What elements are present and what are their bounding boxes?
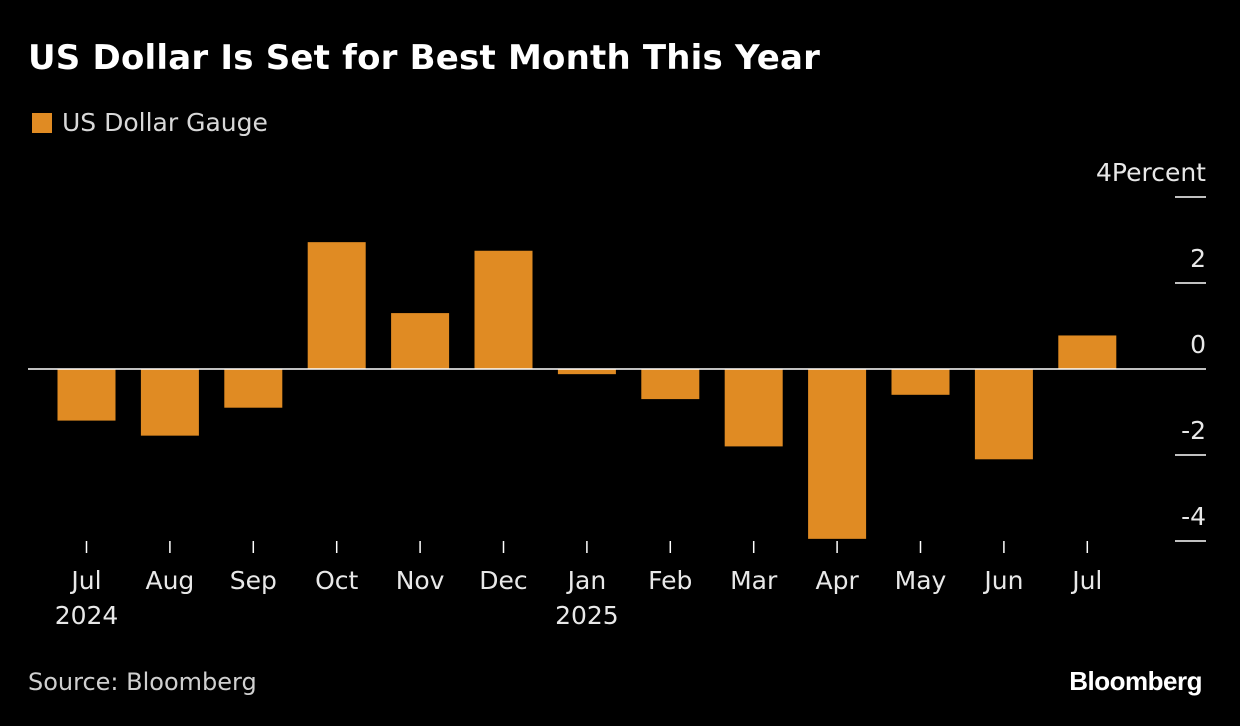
bar-jul-0 [57, 369, 116, 421]
bar-may-10 [891, 369, 950, 395]
bar-nov-4 [391, 313, 450, 369]
x-tick-label: Jul [69, 566, 101, 595]
bar-jul-12 [1058, 335, 1117, 369]
x-year-label: 2025 [555, 601, 619, 630]
x-tick-label: Feb [648, 566, 692, 595]
source-note: Source: Bloomberg [28, 668, 257, 696]
x-tick-label: Jul [1070, 566, 1102, 595]
bloomberg-logo: Bloomberg [1069, 666, 1202, 696]
x-tick-label: Sep [230, 566, 277, 595]
bar-oct-3 [307, 242, 366, 369]
x-tick-label: May [895, 566, 947, 595]
y-tick-label: 0 [1190, 330, 1206, 359]
legend-swatch [32, 112, 52, 133]
bar-aug-1 [140, 369, 199, 436]
y-tick-label: 2 [1190, 244, 1206, 273]
y-tick-label: 4Percent [1096, 158, 1206, 187]
y-tick-label: -4 [1181, 502, 1206, 531]
x-tick-label: Aug [145, 566, 194, 595]
y-tick-label: -2 [1181, 416, 1206, 445]
chart-title: US Dollar Is Set for Best Month This Yea… [28, 38, 821, 78]
x-tick-label: Nov [396, 566, 445, 595]
x-year-label: 2024 [55, 601, 119, 630]
bar-dec-5 [474, 250, 533, 369]
bar-jan-6 [557, 369, 616, 375]
legend-label: US Dollar Gauge [62, 108, 268, 137]
x-tick-label: Mar [730, 566, 778, 595]
x-tick-label: Apr [815, 566, 859, 595]
bar-jun-11 [974, 369, 1033, 460]
x-tick-label: Jun [982, 566, 1023, 595]
bar-apr-9 [808, 369, 867, 539]
x-tick-label: Dec [479, 566, 527, 595]
bar-sep-2 [224, 369, 283, 408]
bar-feb-7 [641, 369, 700, 400]
x-tick-label: Jan [566, 566, 607, 595]
legend: US Dollar Gauge [32, 108, 268, 137]
bar-mar-8 [724, 369, 783, 447]
x-tick-label: Oct [315, 566, 358, 595]
